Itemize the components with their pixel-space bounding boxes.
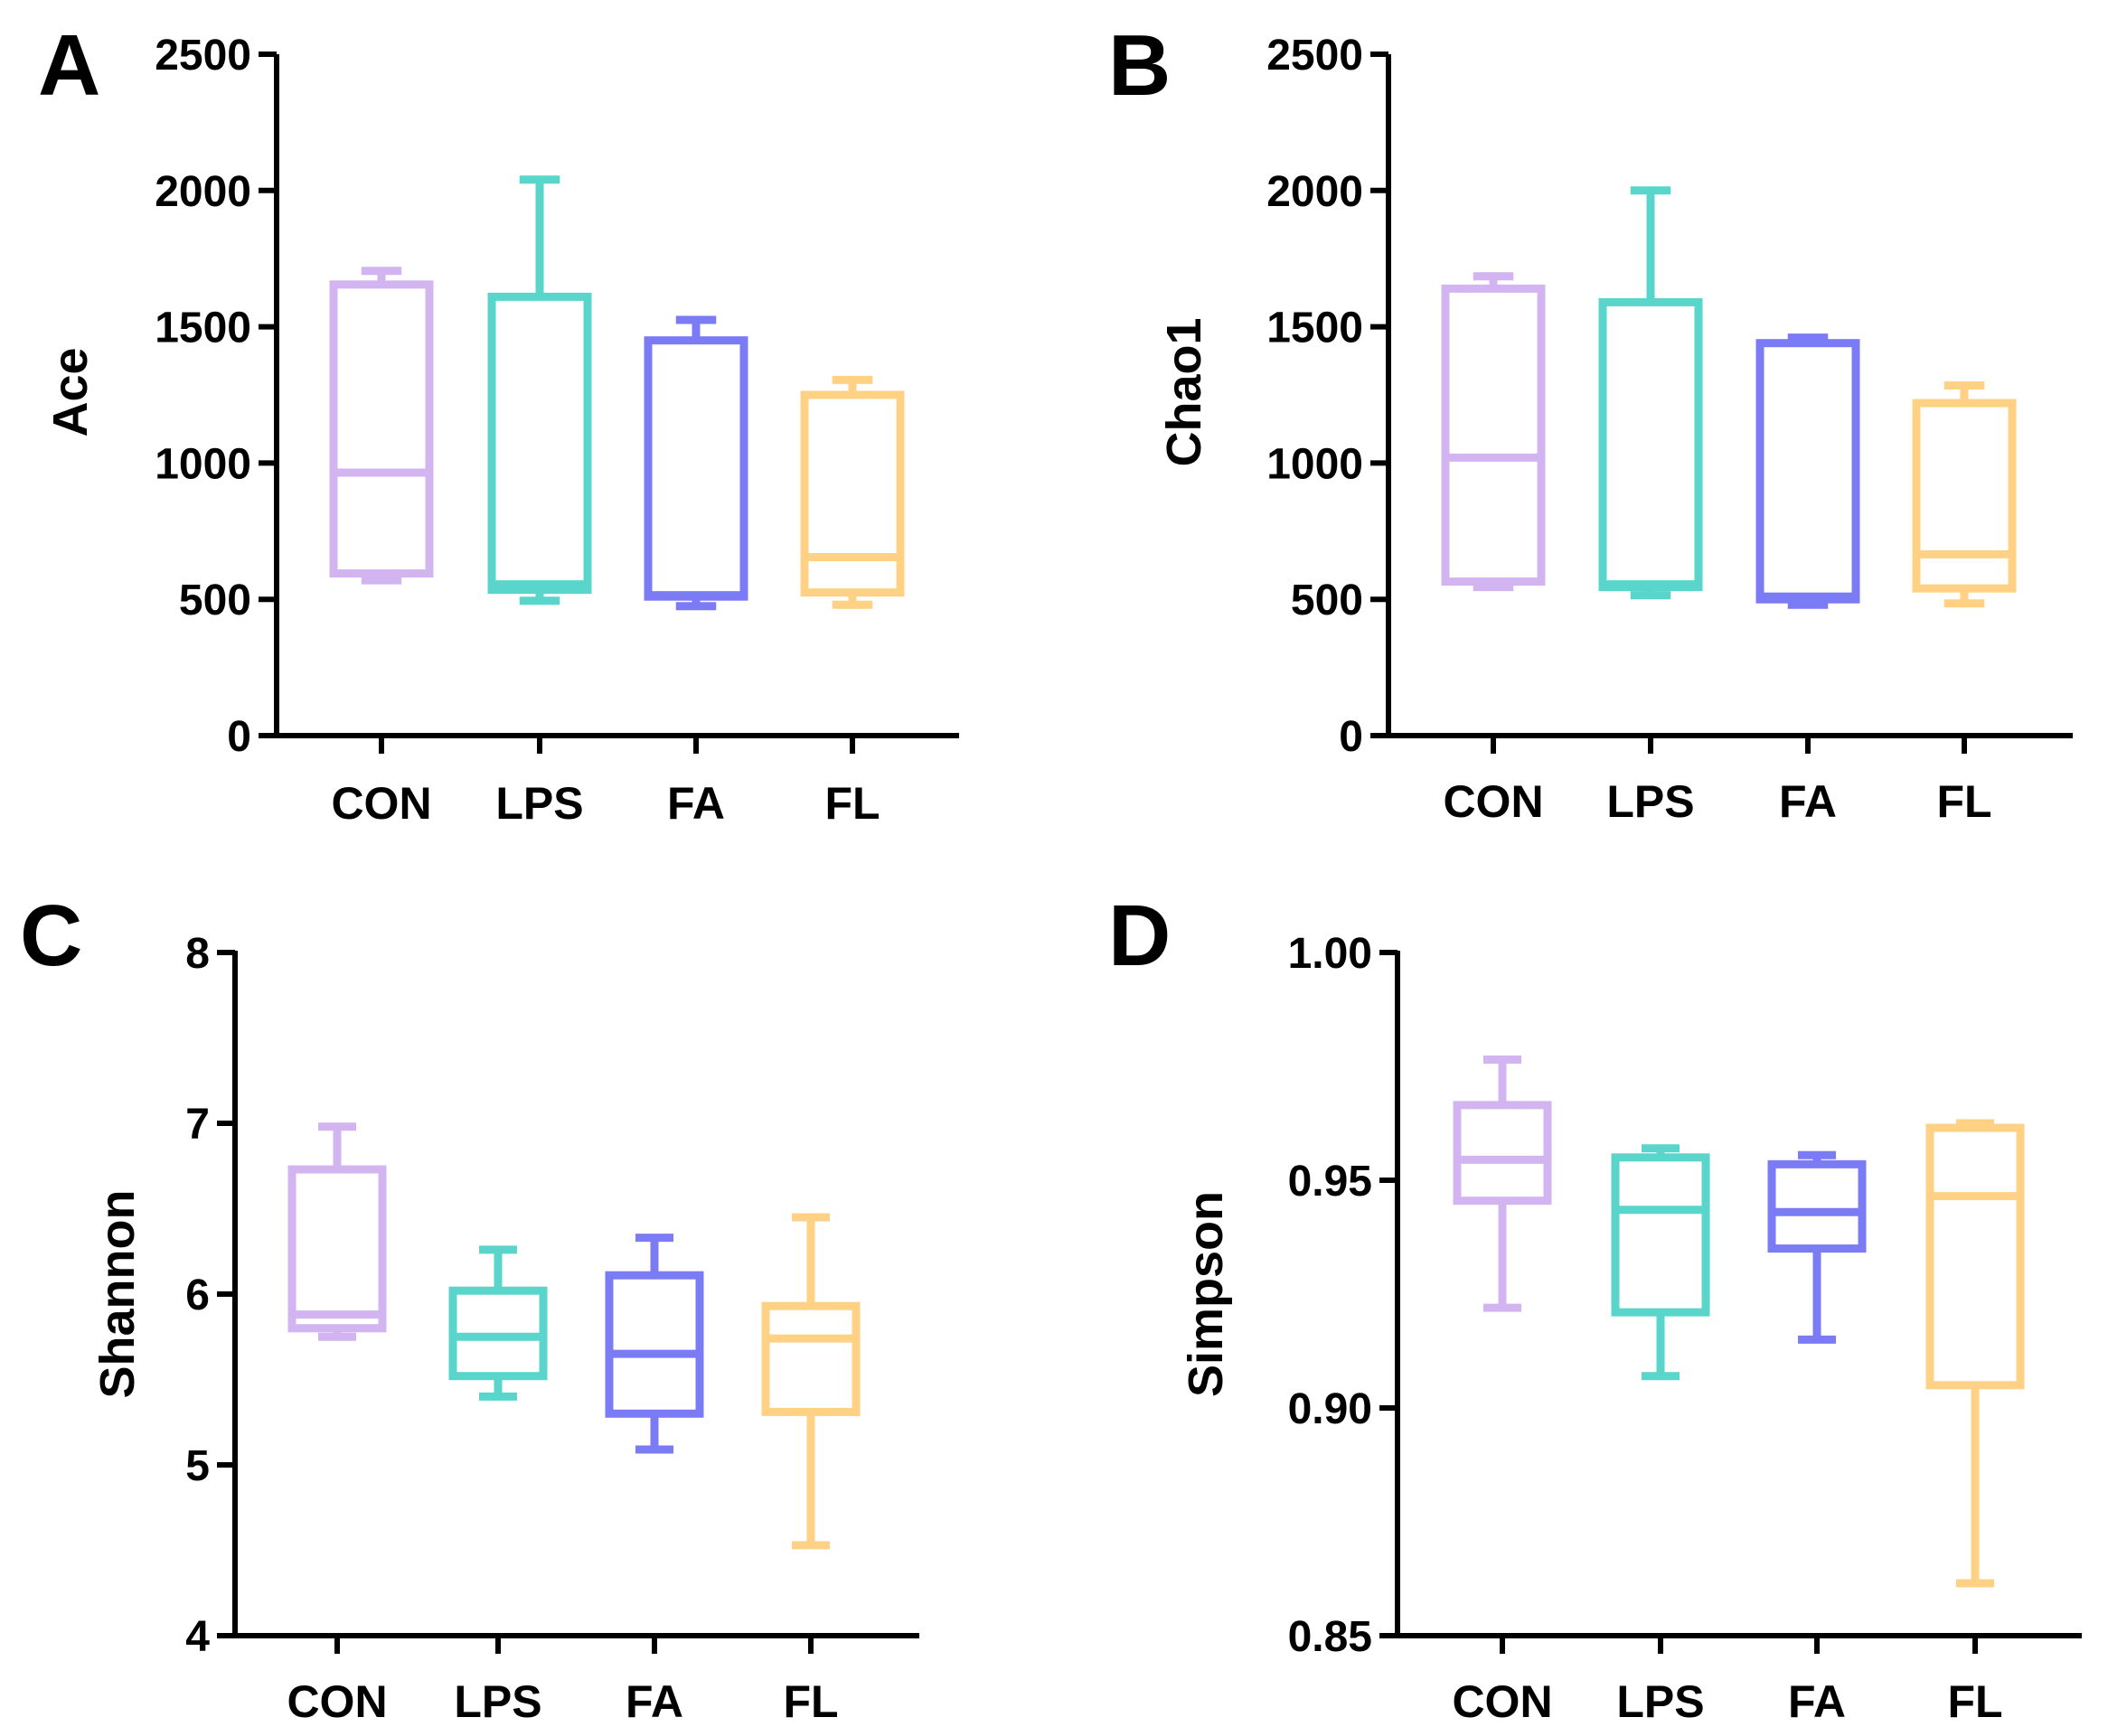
- panel-a-box-fl: [800, 375, 905, 609]
- panel-d-tick-label: 0.90: [1288, 1385, 1372, 1433]
- panel-b-iqr-box: [1441, 284, 1546, 586]
- panel-a-iqr-box: [800, 390, 905, 597]
- panel-c-cat-lps: LPS: [454, 1676, 541, 1727]
- panel-c-tick-label: 5: [185, 1442, 210, 1490]
- panel-c-ylabel: Shannon: [90, 1190, 145, 1399]
- panel-a-ticks: 0 500 1000 1500 2000 2500: [155, 32, 855, 761]
- panel-d-iqr-box: [1453, 1101, 1552, 1206]
- panel-c-box-con: [287, 1122, 387, 1341]
- panel-d-iqr-box: [1925, 1123, 2025, 1390]
- panel-c-tick-label: 7: [185, 1101, 210, 1149]
- panel-c-category-labels: CON LPS FA FL: [287, 1676, 838, 1727]
- panel-a-tick-label: 2000: [155, 168, 251, 216]
- panel-b-boxes: [1441, 186, 2017, 609]
- panel-c-iqr-box: [605, 1271, 704, 1418]
- panel-a-cat-fl: FL: [824, 778, 880, 829]
- panel-c-tick-label: 8: [185, 930, 210, 978]
- panel-a-letter: A: [38, 17, 100, 114]
- panel-c-tick-label: 4: [185, 1613, 210, 1661]
- panel-b-tick-label: 2500: [1266, 32, 1363, 80]
- panel-c-iqr-box: [287, 1165, 387, 1333]
- panel-b-tick-label: 500: [1291, 577, 1363, 624]
- panel-b-tick-label: 1000: [1266, 440, 1363, 488]
- panel-d-iqr-box: [1611, 1153, 1710, 1317]
- panel-a-cat-lps: LPS: [495, 778, 583, 829]
- panel-a-boxes: [329, 175, 905, 611]
- panel-a-category-labels: CON LPS FA FL: [331, 778, 880, 829]
- panel-c-ticks: 4 5 6 7 8: [185, 930, 814, 1661]
- panel-d-letter: D: [1108, 887, 1171, 984]
- panel-a-ylabel: Ace: [43, 347, 98, 436]
- panel-b-iqr-box: [1598, 297, 1703, 592]
- panel-d-tick-label: 0.95: [1288, 1158, 1372, 1206]
- panel-d-cat-fl: FL: [1947, 1676, 2002, 1727]
- panel-d-boxes: [1453, 1055, 2025, 1588]
- panel-b-iqr-box: [1912, 399, 2017, 593]
- panel-a-tick-label: 1500: [155, 305, 251, 352]
- panel-b-category-labels: CON LPS FA FL: [1443, 776, 1991, 827]
- panel-a-tick-label: 0: [227, 713, 251, 761]
- panel-a-box-fa: [644, 315, 748, 611]
- panel-b-iqr-box: [1755, 339, 1860, 604]
- panel-c-box-fl: [761, 1213, 861, 1550]
- panel-d-cat-fa: FA: [1788, 1676, 1846, 1727]
- panel-b-cat-con: CON: [1443, 776, 1543, 827]
- panel-b-box-con: [1441, 272, 1546, 592]
- panel-d-tick-label: 0.85: [1288, 1613, 1372, 1661]
- panel-c-box-lps: [448, 1245, 548, 1401]
- panel-c-tick-label: 6: [185, 1272, 210, 1319]
- panel-b-tick-label: 0: [1339, 713, 1363, 761]
- panel-a-cat-fa: FA: [667, 778, 725, 829]
- panel-c-cat-fa: FA: [626, 1676, 683, 1727]
- panel-d-cat-con: CON: [1452, 1676, 1552, 1727]
- panel-a-iqr-box: [329, 280, 434, 578]
- panel-c-box-fa: [605, 1234, 704, 1454]
- panel-b-cat-fa: FA: [1779, 776, 1837, 827]
- panel-b: B Chao1 0 500 1000 1500 2000 2500 CON LPS FA …: [1108, 17, 2073, 827]
- panel-a: A Ace 0 500 1000 1500 2000 2500 CON LPS FA FL: [38, 17, 959, 829]
- panel-b-box-fl: [1912, 380, 2017, 608]
- panel-b-box-lps: [1598, 186, 1703, 600]
- panel-d-box-lps: [1611, 1144, 1710, 1381]
- panel-b-ticks: 0 500 1000 1500 2000 2500: [1266, 32, 1967, 761]
- panel-a-tick-label: 2500: [155, 32, 251, 80]
- panel-b-ylabel: Chao1: [1157, 317, 1211, 466]
- panel-d-box-con: [1453, 1055, 1552, 1312]
- panel-d-box-fl: [1925, 1119, 2025, 1588]
- panel-b-tick-label: 2000: [1266, 168, 1363, 216]
- panel-d-iqr-box: [1767, 1159, 1867, 1253]
- panel-d-category-labels: CON LPS FA FL: [1452, 1676, 2002, 1727]
- panel-d-box-fa: [1767, 1150, 1867, 1344]
- panel-d: D Simpson 0.85 0.90 0.95 1.00 CON LPS FA FL: [1108, 887, 2082, 1727]
- panel-d-tick-label: 1.00: [1288, 930, 1372, 978]
- panel-b-cat-lps: LPS: [1606, 776, 1694, 827]
- panel-a-tick-label: 500: [179, 577, 251, 624]
- panel-c: C Shannon 4 5 6 7 8 CON LPS FA FL: [20, 887, 919, 1727]
- panel-c-boxes: [287, 1122, 861, 1550]
- panel-c-cat-con: CON: [287, 1676, 387, 1727]
- panel-b-letter: B: [1108, 17, 1171, 114]
- panel-b-tick-label: 1500: [1266, 305, 1363, 352]
- panel-d-ylabel: Simpson: [1179, 1191, 1233, 1397]
- panel-a-iqr-box: [644, 336, 748, 601]
- panel-a-box-con: [329, 267, 434, 585]
- panel-d-ticks: 0.85 0.90 0.95 1.00: [1288, 930, 1978, 1661]
- panel-a-tick-label: 1000: [155, 440, 251, 488]
- panel-c-iqr-box: [761, 1301, 861, 1416]
- panel-a-cat-con: CON: [331, 778, 431, 829]
- panel-a-box-lps: [487, 175, 592, 605]
- panel-a-iqr-box: [487, 292, 592, 595]
- panel-c-letter: C: [20, 887, 82, 984]
- panel-d-cat-lps: LPS: [1616, 1676, 1704, 1727]
- panel-b-cat-fl: FL: [1936, 776, 1991, 827]
- panel-b-box-fa: [1755, 333, 1860, 609]
- panel-c-cat-fl: FL: [783, 1676, 838, 1727]
